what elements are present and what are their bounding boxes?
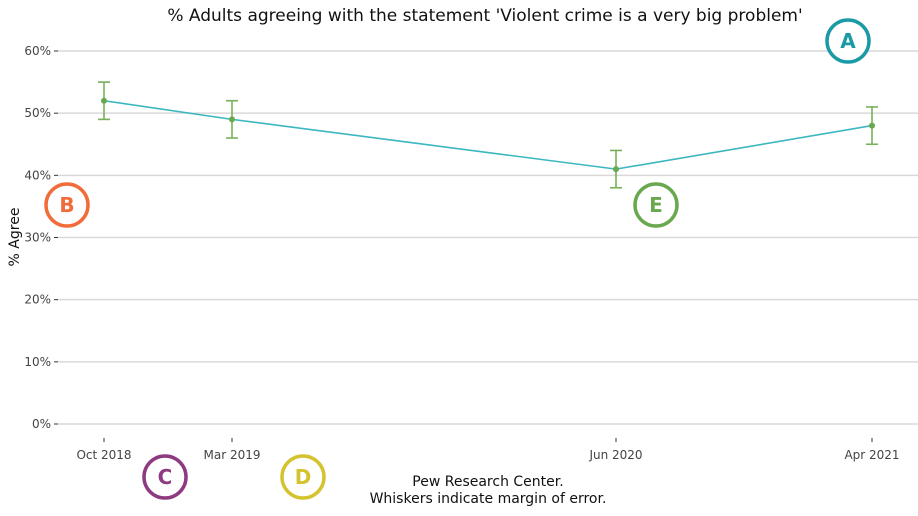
data-point xyxy=(869,122,875,129)
badge-label: E xyxy=(649,193,663,217)
y-axis-ticks: 0% 10% 20% 30% 40% 50% 60% xyxy=(24,44,58,431)
y-tick-label: 40% xyxy=(24,168,51,182)
series-line xyxy=(103,99,873,170)
series xyxy=(98,81,878,189)
caption-line-1: Pew Research Center. xyxy=(412,474,563,490)
gridlines xyxy=(58,50,918,425)
data-point xyxy=(229,116,235,123)
caption-line-2: Whiskers indicate margin of error. xyxy=(370,491,607,507)
y-tick-label: 10% xyxy=(24,355,51,369)
x-tick-label: Oct 2018 xyxy=(76,448,131,462)
badge-label: B xyxy=(59,193,74,217)
annotation-badge-c: C xyxy=(142,454,188,500)
y-axis-label: % Agree xyxy=(7,208,23,267)
chart-title: % Adults agreeing with the statement 'Vi… xyxy=(167,6,802,26)
badge-circle xyxy=(633,182,679,228)
badge-label: C xyxy=(158,465,173,489)
x-tick-label: Apr 2021 xyxy=(844,448,899,462)
x-axis-ticks: Oct 2018 Mar 2019 Jun 2020 Apr 2021 xyxy=(76,438,900,462)
badge-label: D xyxy=(295,465,312,489)
annotation-badge-e: E xyxy=(633,182,679,228)
x-tick-label: Jun 2020 xyxy=(588,448,642,462)
x-tick-label: Mar 2019 xyxy=(204,448,261,462)
y-tick-label: 30% xyxy=(24,231,51,245)
badge-circle xyxy=(44,182,90,228)
annotation-badge-b: B xyxy=(44,182,90,228)
y-tick-label: 0% xyxy=(32,417,51,431)
badge-circle xyxy=(280,454,326,500)
annotation-badge-a: A xyxy=(825,18,871,64)
badge-circle xyxy=(825,18,871,64)
badge-circle xyxy=(142,454,188,500)
annotation-badge-d: D xyxy=(280,454,326,500)
data-point xyxy=(613,166,619,173)
y-tick-label: 60% xyxy=(24,44,51,58)
y-tick-label: 20% xyxy=(24,293,51,307)
badge-label: A xyxy=(840,29,856,53)
annotation-badges: A B C D E xyxy=(44,18,871,500)
y-tick-label: 50% xyxy=(24,106,51,120)
data-point xyxy=(101,97,107,104)
